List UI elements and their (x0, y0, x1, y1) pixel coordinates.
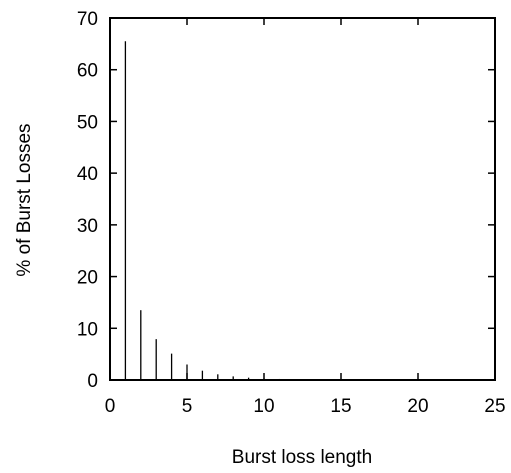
x-tick-label: 15 (330, 396, 351, 417)
y-tick-label: 20 (77, 268, 98, 289)
y-tick-label: 60 (77, 61, 98, 82)
x-axis-label: Burst loss length (232, 447, 372, 468)
y-axis-ticks: 0 10 20 30 40 50 60 70 (77, 9, 495, 392)
x-tick-label: 5 (182, 396, 193, 417)
plot-frame (109, 17, 496, 381)
x-tick-label: 25 (484, 396, 505, 417)
y-axis-label: % of Burst Losses (14, 123, 35, 276)
x-tick-label: 0 (105, 396, 116, 417)
y-tick-label: 50 (77, 112, 98, 133)
y-tick-label: 30 (77, 216, 98, 237)
y-tick-label: 70 (77, 9, 98, 30)
x-tick-label: 20 (407, 396, 428, 417)
bars-group (124, 41, 419, 380)
plot-border (109, 17, 496, 381)
x-axis-ticks: 0 5 10 15 20 25 (105, 18, 506, 417)
y-tick-label: 0 (87, 371, 98, 392)
y-tick-label: 10 (77, 319, 98, 340)
y-tick-label: 40 (77, 164, 98, 185)
x-tick-label: 10 (253, 396, 274, 417)
